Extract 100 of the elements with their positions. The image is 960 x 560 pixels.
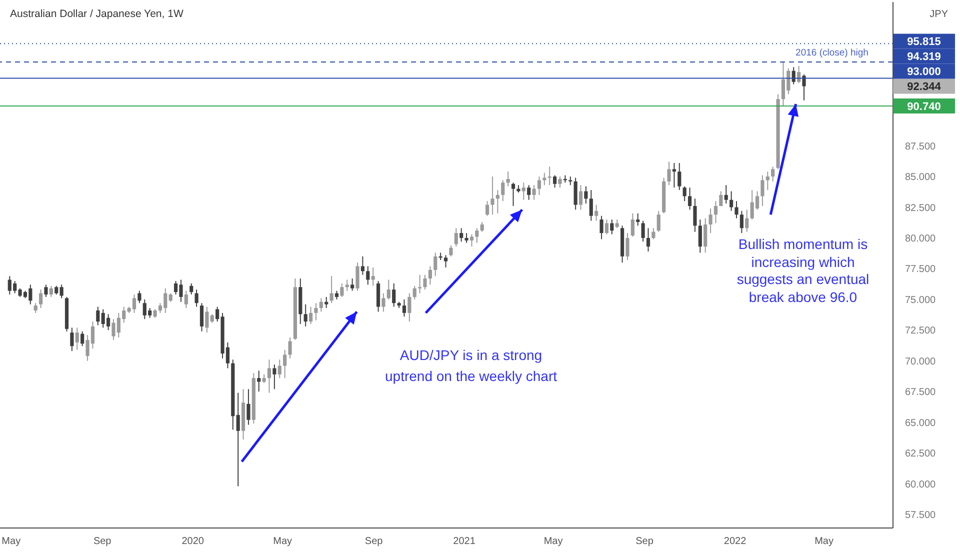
candlestick bbox=[511, 182, 516, 207]
candlestick bbox=[672, 162, 676, 188]
y-tick-label: 60.000 bbox=[905, 479, 936, 490]
candlestick bbox=[418, 274, 422, 294]
candlestick bbox=[600, 215, 604, 240]
candlestick bbox=[138, 290, 142, 304]
candlestick bbox=[532, 184, 536, 200]
candlestick bbox=[501, 180, 505, 202]
candlestick bbox=[682, 186, 686, 202]
candlestick bbox=[371, 266, 375, 286]
candlestick bbox=[656, 210, 660, 232]
candlestick bbox=[340, 282, 344, 298]
candlestick bbox=[356, 262, 360, 292]
candlestick bbox=[376, 280, 380, 312]
candlestick bbox=[693, 198, 697, 232]
price-badge: 93.000 bbox=[893, 64, 955, 79]
ref-line-label: 95.815 bbox=[907, 36, 941, 48]
x-tick-label: 2020 bbox=[182, 536, 204, 548]
candlestick bbox=[190, 282, 194, 295]
candlestick bbox=[708, 208, 712, 234]
ref-line-label: 90.740 bbox=[907, 100, 941, 113]
candlestick bbox=[584, 186, 588, 204]
price-badge: 90.740 bbox=[893, 98, 955, 114]
candlestick bbox=[704, 218, 708, 254]
candlestick bbox=[194, 289, 198, 308]
candlestick bbox=[350, 278, 354, 292]
candlestick bbox=[678, 162, 682, 191]
x-tick-label: May bbox=[814, 536, 834, 548]
candlestick bbox=[96, 306, 100, 326]
text: Australian Dollar / Japanese Yen, 1W bbox=[10, 8, 184, 21]
x-tick-label: Sep bbox=[364, 536, 384, 548]
x-tick-label: 2021 bbox=[453, 536, 476, 548]
candlestick bbox=[552, 174, 557, 188]
candlestick bbox=[578, 184, 583, 210]
candlestick bbox=[345, 279, 349, 292]
candlestick bbox=[330, 276, 334, 304]
candlestick bbox=[766, 171, 770, 191]
ref-line-label: 93.000 bbox=[907, 66, 941, 78]
candlestick bbox=[760, 174, 764, 207]
candlestick bbox=[412, 285, 416, 300]
y-tick-label: 75.000 bbox=[905, 294, 936, 306]
x-tick-label: 2022 bbox=[724, 536, 747, 548]
annotation: Bullish momentum is increasing which suggests an eventual break above 96.0 bbox=[736, 236, 870, 306]
candlestick bbox=[60, 284, 64, 299]
candlestick bbox=[626, 232, 630, 261]
candlestick bbox=[537, 176, 542, 196]
candlestick bbox=[200, 302, 204, 332]
price-badge: 92.344 bbox=[893, 78, 955, 94]
candlestick bbox=[641, 220, 645, 242]
annotation: 2016 (close) high bbox=[796, 47, 868, 58]
candlestick bbox=[802, 74, 806, 101]
candlestick bbox=[382, 292, 386, 312]
y-tick-label: 70.000 bbox=[905, 356, 936, 368]
candlestick bbox=[506, 171, 510, 187]
candlestick bbox=[522, 182, 526, 200]
candlestick bbox=[542, 172, 546, 186]
candlestick bbox=[698, 219, 702, 254]
candlestick bbox=[745, 209, 749, 232]
y-tick-label: 72.500 bbox=[905, 326, 936, 337]
annotation: AUD/JPY is in a strong uptrend on the weekly chart bbox=[384, 346, 558, 386]
candlestick bbox=[719, 190, 723, 207]
candlestick bbox=[604, 219, 609, 235]
x-tick-label: May bbox=[273, 536, 292, 548]
candlestick bbox=[688, 187, 692, 210]
price-badge: 94.319 bbox=[893, 48, 955, 64]
candlestick bbox=[589, 190, 593, 222]
candlestick bbox=[734, 200, 738, 219]
y-tick-label: 67.500 bbox=[905, 387, 936, 398]
candlestick bbox=[724, 184, 728, 204]
candlestick bbox=[80, 330, 84, 347]
candlestick bbox=[70, 327, 74, 352]
y-tick-label: 57.500 bbox=[905, 510, 936, 522]
y-tick-label: 87.500 bbox=[905, 141, 936, 152]
candlestick bbox=[496, 190, 500, 214]
y-tick-label: 82.500 bbox=[905, 202, 936, 214]
candlestick bbox=[490, 176, 494, 216]
candlestick bbox=[630, 212, 634, 238]
candlestick bbox=[38, 289, 43, 309]
candlestick bbox=[49, 285, 53, 298]
candlestick bbox=[574, 177, 578, 210]
candlestick bbox=[319, 298, 323, 312]
x-tick-label: May bbox=[544, 536, 563, 548]
candlestick bbox=[646, 228, 650, 252]
candlestick bbox=[558, 176, 562, 188]
candlestick bbox=[205, 306, 209, 334]
candlestick bbox=[236, 392, 240, 487]
candlestick bbox=[714, 200, 718, 224]
candlestick bbox=[44, 284, 48, 298]
y-axis-title: JPY bbox=[928, 8, 948, 21]
candlestick bbox=[360, 256, 364, 276]
candlestick bbox=[667, 161, 671, 186]
candlestick bbox=[184, 290, 188, 309]
y-tick-label: 85.000 bbox=[905, 172, 936, 184]
candlestick bbox=[730, 190, 734, 212]
candlestick bbox=[610, 219, 614, 235]
candlestick bbox=[636, 212, 640, 226]
candlestick bbox=[392, 282, 396, 308]
candlestick bbox=[740, 210, 744, 234]
candlestick bbox=[34, 302, 38, 314]
x-tick-label: Sep bbox=[93, 536, 112, 548]
